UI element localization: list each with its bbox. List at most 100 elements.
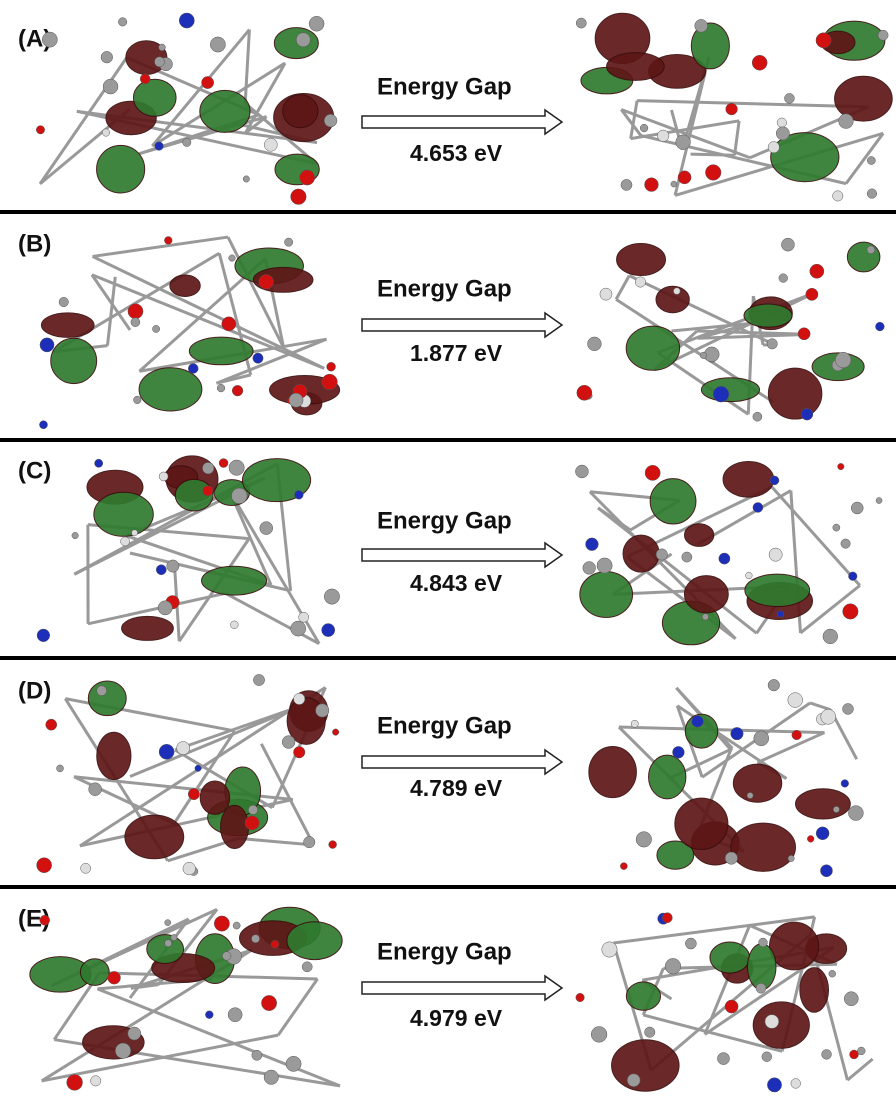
atom <box>576 18 586 28</box>
orbital-lobe <box>125 815 184 859</box>
orbital-lobe <box>580 572 633 618</box>
atom <box>717 1053 729 1065</box>
bond <box>847 1059 872 1080</box>
atom <box>294 490 303 499</box>
atom <box>851 502 863 514</box>
atom <box>746 572 753 579</box>
atom <box>838 463 844 469</box>
atom <box>128 304 143 319</box>
atom <box>304 836 315 847</box>
arrow <box>362 976 562 1000</box>
atom <box>59 297 68 306</box>
atom <box>264 1070 278 1084</box>
energy-gap-heading: Energy Gap <box>377 507 512 534</box>
molecule <box>577 238 884 421</box>
atom <box>40 338 54 352</box>
atom <box>91 1076 101 1086</box>
atom <box>316 704 329 717</box>
atom <box>155 142 164 151</box>
orbital-lobe <box>80 959 109 986</box>
atom <box>765 1015 779 1029</box>
atom <box>816 827 829 840</box>
orbital-lobe <box>626 326 679 370</box>
molecule <box>30 907 342 1090</box>
atom <box>259 275 274 290</box>
atom <box>245 816 259 830</box>
atom <box>673 746 685 758</box>
atom <box>132 530 138 536</box>
panel-label: (D) <box>18 677 51 704</box>
atom <box>293 747 304 758</box>
orbital-lobe <box>623 535 659 572</box>
atom <box>768 679 780 691</box>
separator <box>0 210 896 214</box>
atom <box>332 729 338 735</box>
orbital-lobe <box>753 1002 809 1048</box>
atom <box>167 560 179 572</box>
atom <box>195 765 201 771</box>
bond <box>261 744 313 845</box>
orbital-lobe <box>675 798 728 849</box>
atom <box>309 16 324 31</box>
atom <box>671 181 677 187</box>
atom <box>695 19 708 32</box>
orbital-lobe <box>701 378 759 402</box>
atom <box>844 992 858 1006</box>
atom <box>115 1043 130 1058</box>
page: (A)Energy Gap4.653 eV(B)Energy Gap1.877 … <box>0 0 896 1099</box>
orbital-lobe <box>51 338 97 383</box>
atom <box>635 277 645 287</box>
arrow <box>362 313 562 337</box>
atom <box>271 940 279 948</box>
atom <box>299 612 309 622</box>
atom <box>779 274 788 283</box>
atom <box>253 674 264 685</box>
atom <box>788 693 803 708</box>
atom <box>662 913 672 923</box>
atom <box>665 958 681 974</box>
atom <box>154 57 164 67</box>
atom <box>202 462 214 474</box>
atom <box>177 741 190 754</box>
atom <box>324 589 339 604</box>
figure: (A)Energy Gap4.653 eV(B)Energy Gap1.877 … <box>0 0 896 1099</box>
atom <box>823 629 838 644</box>
arrow <box>362 750 562 774</box>
atom <box>577 385 592 400</box>
bond <box>637 101 868 107</box>
atom <box>89 783 102 796</box>
atom <box>839 114 854 129</box>
atom <box>600 288 612 300</box>
energy-gap-heading: Energy Gap <box>377 73 512 100</box>
separator <box>0 438 896 442</box>
atom <box>222 317 236 331</box>
atom <box>103 79 118 94</box>
atom <box>36 126 44 134</box>
atom <box>731 727 743 739</box>
atom <box>248 805 257 814</box>
atom <box>300 170 315 185</box>
atom <box>586 538 599 551</box>
atom <box>286 1056 301 1071</box>
molecule <box>576 913 873 1092</box>
atom <box>95 459 103 467</box>
bond <box>735 121 740 155</box>
orbital-lobe <box>97 145 145 193</box>
orbital-lobe <box>88 681 126 716</box>
atom <box>821 709 836 724</box>
atom <box>203 486 213 496</box>
orbital-lobe <box>847 242 880 272</box>
atom <box>770 476 779 485</box>
orbital-lobe <box>607 53 665 81</box>
orbital-lobe <box>283 95 318 128</box>
atom <box>282 736 295 749</box>
atom <box>46 719 57 730</box>
atom <box>833 524 840 531</box>
energy-gap-value: 4.789 eV <box>410 775 503 801</box>
atom <box>597 558 612 573</box>
atom <box>37 858 52 873</box>
atom <box>700 352 707 359</box>
separator <box>0 885 896 889</box>
